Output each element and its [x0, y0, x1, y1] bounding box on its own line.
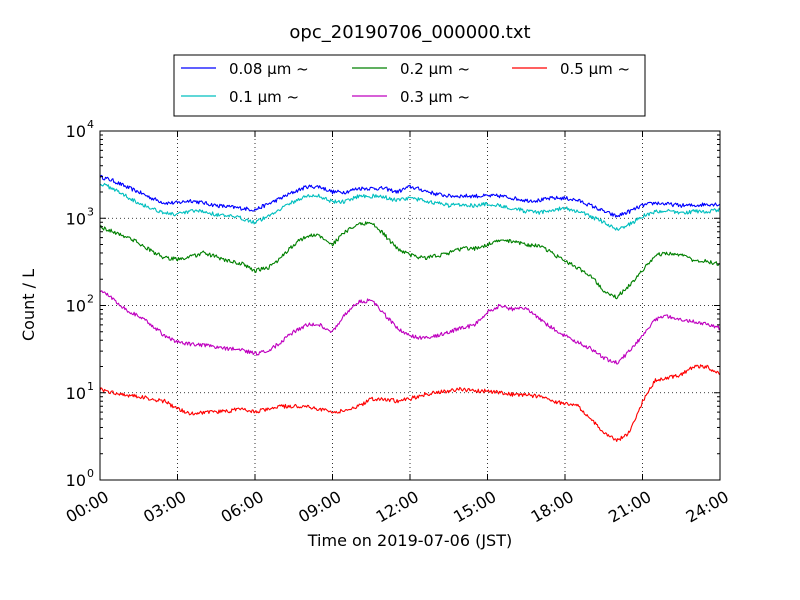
- x-tick-label: 18:00: [528, 487, 577, 527]
- x-tick-label: 06:00: [218, 487, 267, 527]
- series-line-0: [99, 174, 721, 218]
- y-tick-label-exp: 1: [87, 380, 94, 393]
- y-axis-label: Count / L: [19, 269, 38, 341]
- y-tick-label: 10 3: [66, 205, 94, 228]
- x-tick-labels: 00:00 03:00 06:00 09:00 12:00 15:00 18:00 21:00…: [63, 487, 732, 527]
- y-tick-label: 10 0: [66, 467, 94, 490]
- y-tick-label-exp: 4: [87, 118, 94, 131]
- y-tick-label: 10 4: [66, 118, 94, 141]
- y-tick-label-exp: 3: [87, 205, 94, 218]
- series-layer: [99, 174, 721, 442]
- legend-label: 0.1 μm ~: [229, 88, 299, 106]
- series-line-1: [99, 182, 721, 231]
- x-tick-label: 21:00: [605, 487, 654, 527]
- x-tick-label: 00:00: [63, 487, 112, 527]
- legend-label: 0.08 μm ~: [229, 60, 309, 78]
- y-tick-label-base: 10: [66, 297, 86, 316]
- legend-label: 0.2 μm ~: [400, 60, 470, 78]
- ticks: [99, 131, 721, 481]
- legend-label: 0.5 μm ~: [560, 60, 630, 78]
- y-tick-label-base: 10: [66, 471, 86, 490]
- series-line-3: [99, 290, 721, 365]
- y-tick-label-base: 10: [66, 122, 86, 141]
- legend-label: 0.3 μm ~: [400, 88, 470, 106]
- x-tick-label: 24:00: [683, 487, 732, 527]
- y-tick-label-exp: 2: [87, 293, 94, 306]
- grid: [100, 131, 720, 480]
- series-line-2: [99, 221, 721, 300]
- y-tick-label-base: 10: [66, 384, 86, 403]
- chart-title: opc_20190706_000000.txt: [289, 22, 530, 43]
- y-tick-label: 10 1: [66, 380, 94, 403]
- x-tick-label: 12:00: [373, 487, 422, 527]
- x-tick-label: 09:00: [295, 487, 344, 527]
- x-tick-label: 15:00: [450, 487, 499, 527]
- y-tick-label-base: 10: [66, 209, 86, 228]
- x-tick-label: 03:00: [140, 487, 189, 527]
- legend-frame: [173, 54, 646, 117]
- series-line-4: [99, 364, 721, 442]
- x-axis-label: Time on 2019-07-06 (JST): [307, 531, 512, 550]
- y-tick-label-exp: 0: [87, 467, 94, 480]
- y-tick-label: 10 2: [66, 293, 94, 316]
- legend: 0.08 μm ~ 0.1 μm ~ 0.2 μm ~ 0.3 μm ~ 0.5 μm …: [173, 54, 646, 117]
